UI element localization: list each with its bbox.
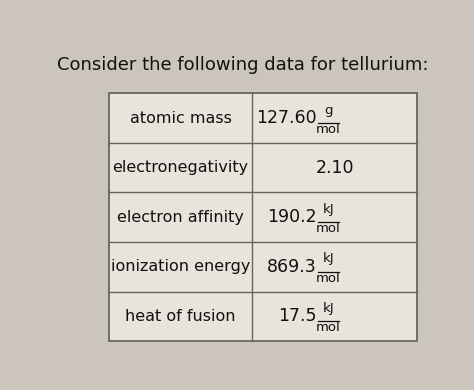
Text: 869.3: 869.3 <box>267 258 317 276</box>
Text: ionization energy: ionization energy <box>111 259 250 274</box>
Text: atomic mass: atomic mass <box>130 111 231 126</box>
Text: g: g <box>324 104 333 117</box>
Text: kJ: kJ <box>323 302 334 315</box>
Text: Consider the following data for tellurium:: Consider the following data for telluriu… <box>57 56 428 74</box>
Text: 190.2: 190.2 <box>267 208 317 226</box>
Text: 127.60: 127.60 <box>256 109 317 127</box>
Text: mol: mol <box>316 222 341 235</box>
Text: electron affinity: electron affinity <box>117 210 244 225</box>
Text: mol: mol <box>316 272 341 285</box>
Text: mol: mol <box>316 321 341 334</box>
Text: kJ: kJ <box>323 203 334 216</box>
Text: heat of fusion: heat of fusion <box>125 309 236 324</box>
Text: 17.5: 17.5 <box>278 307 317 325</box>
Text: 2.10: 2.10 <box>316 159 354 177</box>
Text: mol: mol <box>316 123 341 136</box>
Text: kJ: kJ <box>323 252 334 266</box>
Text: electronegativity: electronegativity <box>112 160 249 175</box>
